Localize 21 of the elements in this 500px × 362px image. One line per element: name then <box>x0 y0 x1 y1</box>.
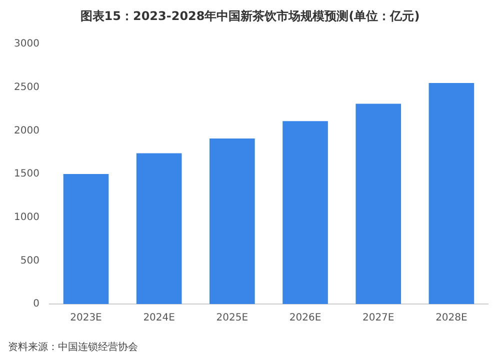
bar <box>210 138 255 304</box>
y-tick-label: 3000 <box>14 38 40 50</box>
x-tick-label: 2023E <box>70 312 102 324</box>
y-tick-label: 500 <box>20 255 40 266</box>
y-tick-label: 2000 <box>14 125 40 136</box>
y-tick-label: 1000 <box>14 212 40 223</box>
bar <box>63 174 109 304</box>
y-tick-label: 0 <box>33 298 40 310</box>
y-tick-label: 2500 <box>14 82 40 93</box>
x-tick-label: 2025E <box>216 312 248 324</box>
text: 资料来源：中国连锁经营协会 <box>8 340 138 354</box>
bar <box>428 83 474 304</box>
chart-title: 图表15：2023-2028年中国新茶饮市场规模预测(单位：亿元) <box>79 8 421 25</box>
x-tick-label: 2027E <box>362 312 394 324</box>
y-tick-label: 1500 <box>14 168 40 180</box>
bar <box>356 104 402 304</box>
x-tick-label: 2024E <box>143 312 175 324</box>
x-tick-label: 2028E <box>436 312 468 324</box>
bar <box>282 121 328 304</box>
x-tick-label: 2026E <box>289 312 322 324</box>
bar <box>136 153 182 304</box>
